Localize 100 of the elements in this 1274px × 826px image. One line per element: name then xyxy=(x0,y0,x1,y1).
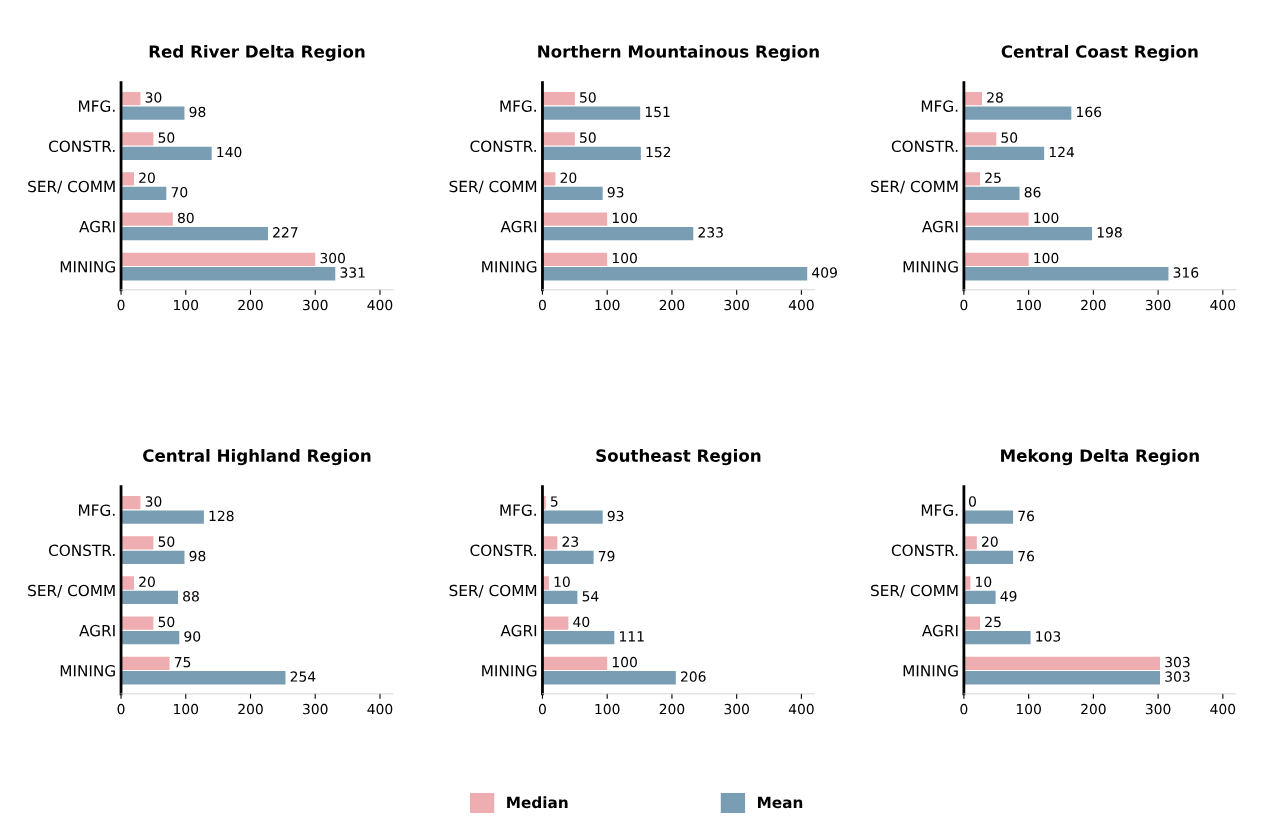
y-tick-label: SER/ COMM xyxy=(449,180,537,194)
data-label: 86 xyxy=(1024,186,1041,198)
x-tick-label: 200 xyxy=(238,299,263,311)
x-tick-label: 100 xyxy=(1016,299,1041,311)
y-tick-label: MINING xyxy=(482,665,537,677)
x-tick-label: 0 xyxy=(538,299,546,311)
x-tick-label: 300 xyxy=(303,299,328,311)
data-label: 233 xyxy=(698,227,723,238)
y-tick-label: CONSTR. xyxy=(48,544,115,557)
x-tick-label: 300 xyxy=(1145,703,1171,715)
x-tick-label: 400 xyxy=(788,703,814,715)
data-label: 300 xyxy=(320,252,345,264)
data-label: 20 xyxy=(982,536,998,547)
data-label: 254 xyxy=(290,671,316,682)
data-label: 90 xyxy=(184,631,201,642)
data-label: 28 xyxy=(987,92,1003,103)
data-label: 50 xyxy=(158,132,175,143)
x-tick-label: 100 xyxy=(1016,703,1041,715)
data-label: 151 xyxy=(645,106,670,118)
y-tick-label: AGRI xyxy=(500,220,537,233)
y-tick-label: SER/ COMM xyxy=(871,584,958,598)
x-tick-label: 200 xyxy=(659,703,685,715)
x-tick-label: 200 xyxy=(1081,299,1106,311)
x-tick-label: 400 xyxy=(1210,299,1236,311)
data-label: 25 xyxy=(985,616,1001,628)
y-tick-label: SER/ COMM xyxy=(449,584,537,598)
y-tick-label: CONSTR. xyxy=(470,140,536,153)
data-label: 76 xyxy=(1018,550,1035,562)
data-label: 20 xyxy=(139,576,155,588)
y-tick-label: CONSTR. xyxy=(470,544,536,557)
x-tick-label: 0 xyxy=(538,703,546,715)
data-label: 316 xyxy=(1173,267,1199,278)
y-tick-label: MINING xyxy=(60,260,115,273)
y-tick-label: AGRI xyxy=(922,220,958,233)
y-tick-label: AGRI xyxy=(922,624,958,637)
x-tick-label: 100 xyxy=(174,703,199,715)
x-tick-label: 300 xyxy=(724,299,749,311)
y-tick-label: MFG. xyxy=(921,100,958,112)
data-label: 20 xyxy=(139,172,155,183)
y-tick-label: MINING xyxy=(60,665,115,677)
data-label: 100 xyxy=(612,656,637,668)
x-tick-label: 0 xyxy=(117,703,125,715)
y-tick-label: MFG. xyxy=(500,100,536,112)
legend-label: Mean xyxy=(758,796,803,809)
data-label: 30 xyxy=(145,92,162,103)
data-label: 227 xyxy=(273,227,298,238)
data-label: 80 xyxy=(177,212,194,224)
x-tick-label: 0 xyxy=(117,299,125,311)
data-label: 49 xyxy=(1000,590,1017,602)
x-tick-label: 400 xyxy=(367,299,393,311)
y-tick-label: MFG. xyxy=(921,504,958,516)
y-tick-label: CONSTR. xyxy=(891,140,958,153)
data-label: 50 xyxy=(1001,132,1018,143)
data-label: 98 xyxy=(189,550,206,562)
x-tick-label: 100 xyxy=(595,299,620,311)
y-tick-label: MFG. xyxy=(79,504,115,516)
data-label: 50 xyxy=(580,92,596,103)
x-tick-label: 300 xyxy=(724,703,749,715)
data-label: 10 xyxy=(976,576,992,588)
data-label: 10 xyxy=(554,576,570,588)
data-label: 409 xyxy=(812,267,837,278)
data-label: 206 xyxy=(681,671,706,682)
x-tick-label: 300 xyxy=(1145,299,1171,311)
data-label: 152 xyxy=(646,146,671,158)
data-label: 140 xyxy=(217,146,242,158)
chart-title: Northern Mountainous Region xyxy=(538,44,819,62)
x-tick-label: 0 xyxy=(960,299,968,311)
data-label: 128 xyxy=(209,510,234,522)
chart-title: Central Coast Region xyxy=(1001,44,1198,62)
data-label: 88 xyxy=(183,590,199,602)
x-tick-label: 0 xyxy=(960,703,968,715)
y-tick-label: AGRI xyxy=(79,220,115,233)
y-tick-label: SER/ COMM xyxy=(28,180,115,194)
y-tick-label: SER/ COMM xyxy=(871,180,958,194)
data-label: 331 xyxy=(340,267,365,278)
data-label: 5 xyxy=(550,496,558,507)
y-tick-label: SER/ COMM xyxy=(28,584,115,598)
data-label: 70 xyxy=(171,186,188,198)
data-label: 25 xyxy=(985,172,1001,183)
data-label: 100 xyxy=(1034,212,1059,224)
data-label: 75 xyxy=(174,657,191,668)
chart-title: Mekong Delta Region xyxy=(1001,448,1199,466)
data-label: 93 xyxy=(607,186,624,198)
y-tick-label: MINING xyxy=(903,260,958,273)
y-tick-label: CONSTR. xyxy=(891,544,958,557)
data-label: 100 xyxy=(1034,252,1059,264)
data-label: 20 xyxy=(560,172,577,183)
x-tick-label: 400 xyxy=(788,299,814,311)
y-tick-label: MFG. xyxy=(500,504,536,516)
data-label: 103 xyxy=(1036,631,1061,642)
legend-label: Median xyxy=(507,796,568,809)
data-label: 303 xyxy=(1165,671,1190,682)
y-tick-label: MFG. xyxy=(79,100,115,112)
x-tick-label: 100 xyxy=(595,703,620,715)
y-tick-label: MINING xyxy=(903,665,958,677)
data-label: 54 xyxy=(582,591,599,602)
data-label: 98 xyxy=(189,106,206,118)
chart-title: Red River Delta Region xyxy=(149,44,365,62)
data-label: 303 xyxy=(1165,656,1190,668)
data-label: 50 xyxy=(158,616,175,628)
